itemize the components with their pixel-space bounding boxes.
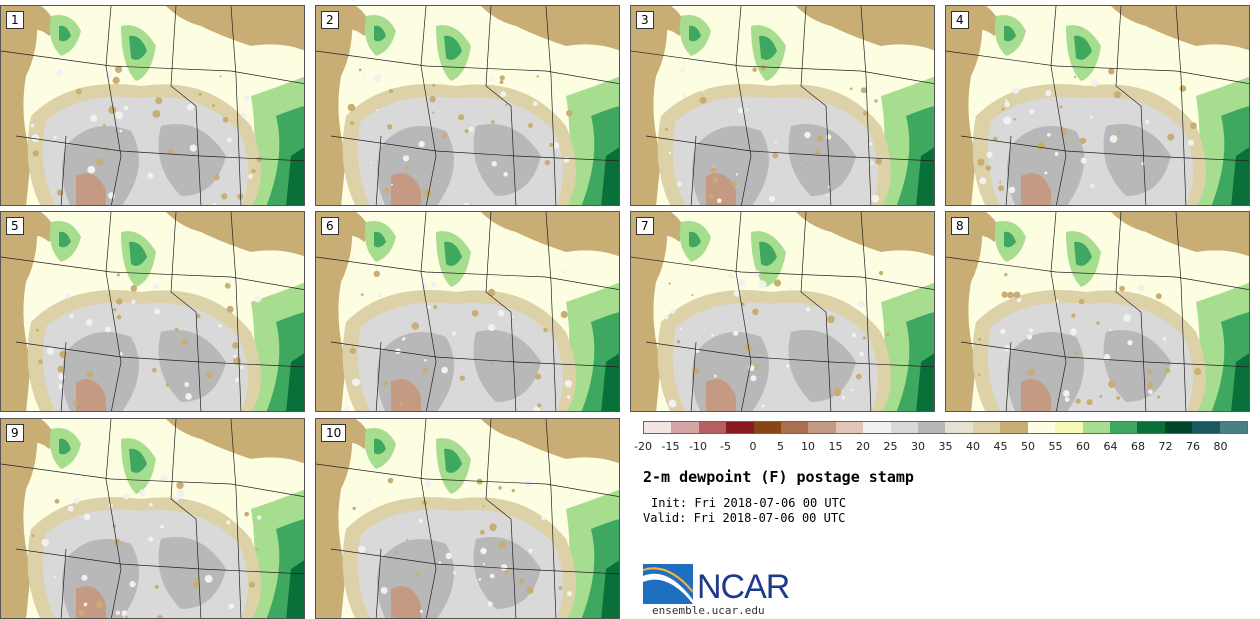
colorbar-tick-label: -15 [661, 440, 680, 453]
member-panel[interactable]: 1 [0, 5, 305, 206]
colorbar-tick-label: 15 [828, 440, 843, 453]
colorbar-swatch [972, 422, 1001, 433]
dewpoint-map [631, 6, 934, 205]
colorbar-tick-label: 50 [1021, 440, 1035, 453]
colorbar-tick-label: 60 [1076, 440, 1090, 453]
colorbar-swatch [698, 422, 727, 433]
dewpoint-map [631, 212, 934, 411]
member-panel[interactable]: 7 [630, 211, 935, 412]
colorbar-tick-label: -10 [689, 440, 707, 453]
colorbar-swatch [1137, 422, 1165, 433]
dewpoint-map [1, 6, 304, 205]
colorbar-tick-label: 5 [777, 440, 784, 453]
dewpoint-map [316, 419, 619, 618]
colorbar-swatch [835, 422, 864, 433]
colorbar-swatch [890, 422, 919, 433]
member-number: 1 [6, 11, 24, 29]
colorbar-tick-label: 35 [938, 440, 953, 453]
colorbar-swatch [644, 422, 672, 433]
member-number: 3 [636, 11, 654, 29]
colorbar-tick-label: -20 [634, 440, 652, 453]
colorbar-swatch [1082, 422, 1110, 433]
colorbar-tick-label: 40 [966, 440, 980, 453]
colorbar-swatch [1027, 422, 1056, 433]
colorbar-tick-label: -5 [720, 440, 731, 453]
dewpoint-map [946, 212, 1249, 411]
time-info: Init: Fri 2018-07-06 00 UTC Valid: Fri 2… [643, 496, 846, 526]
colorbar-swatch [945, 422, 973, 433]
member-panel[interactable]: 5 [0, 211, 305, 412]
valid-time: Valid: Fri 2018-07-06 00 UTC [643, 511, 846, 525]
colorbar-tick-label: 55 [1048, 440, 1063, 453]
member-number: 4 [951, 11, 969, 29]
colorbar-swatch [918, 422, 946, 433]
colorbar-ticks: -20 -15 -10 -5 0 5 10 15 20 25 30 35 40 45 50 55 60 64 68 7… [633, 440, 1258, 454]
member-number: 5 [6, 217, 24, 235]
colorbar-swatch [863, 422, 891, 433]
colorbar-tick-label: 68 [1131, 440, 1145, 453]
colorbar-swatch [1055, 422, 1083, 433]
member-panel[interactable]: 8 [945, 211, 1250, 412]
colorbar-tick-label: 20 [856, 440, 870, 453]
dewpoint-map [316, 6, 619, 205]
colorbar-swatch [808, 422, 836, 433]
colorbar-swatch [753, 422, 782, 433]
member-number: 6 [321, 217, 339, 235]
member-panel[interactable]: 3 [630, 5, 935, 206]
colorbar-swatch [1000, 422, 1028, 433]
colorbar-tick-label: 10 [801, 440, 815, 453]
member-number: 2 [321, 11, 339, 29]
colorbar-tick-label: 0 [749, 440, 757, 453]
member-panel[interactable]: 4 [945, 5, 1250, 206]
colorbar-tick-label: 45 [993, 440, 1008, 453]
site-url: ensemble.ucar.edu [652, 604, 765, 617]
colorbar-tick-label: 80 [1213, 440, 1228, 453]
colorbar-swatch [1109, 422, 1138, 433]
colorbar-swatch [1219, 422, 1247, 433]
dewpoint-map [946, 6, 1249, 205]
member-number: 10 [321, 424, 347, 442]
member-panel[interactable]: 9 [0, 418, 305, 619]
dewpoint-map [1, 419, 304, 618]
dewpoint-map [316, 212, 619, 411]
init-time: Init: Fri 2018-07-06 00 UTC [651, 496, 847, 510]
ncar-logo-text: NCAR [697, 568, 790, 606]
member-panel[interactable]: 10 [315, 418, 620, 619]
member-number: 7 [636, 217, 654, 235]
colorbar [643, 421, 1248, 434]
colorbar-tick-label: 72 [1158, 440, 1173, 453]
figure-title: 2-m dewpoint (F) postage stamp [643, 468, 914, 486]
colorbar-tick-label: 64 [1103, 440, 1118, 453]
colorbar-tick-label: 25 [883, 440, 898, 453]
member-number: 9 [6, 424, 24, 442]
colorbar-swatch [671, 422, 699, 433]
colorbar-tick-label: 76 [1186, 440, 1200, 453]
colorbar-tick-label: 30 [911, 440, 925, 453]
colorbar-swatch [1164, 422, 1193, 433]
dewpoint-map [1, 212, 304, 411]
colorbar-swatch [781, 422, 809, 433]
member-panel[interactable]: 2 [315, 5, 620, 206]
colorbar-swatch [1192, 422, 1220, 433]
ncar-logo-icon [643, 564, 694, 604]
colorbar-swatch [726, 422, 754, 433]
member-number: 8 [951, 217, 969, 235]
member-panel[interactable]: 6 [315, 211, 620, 412]
